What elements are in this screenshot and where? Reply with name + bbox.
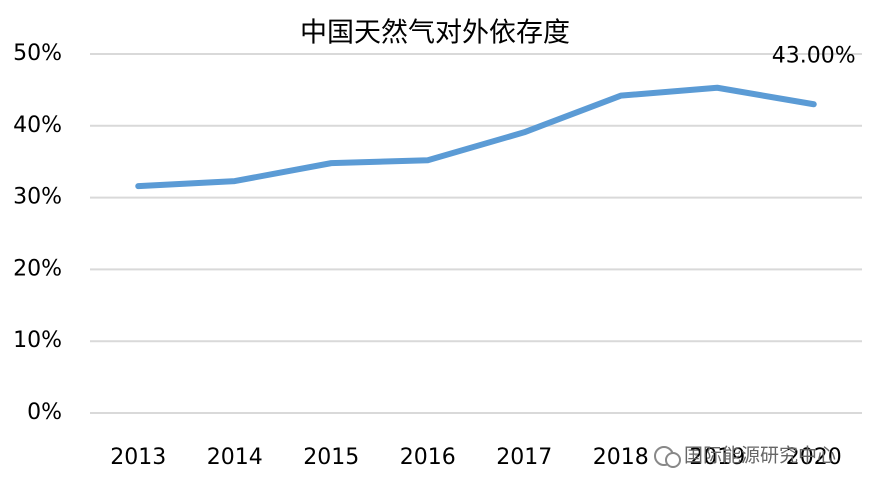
x-tick-label: 2013 (110, 445, 166, 470)
y-tick-label: 30% (13, 185, 62, 210)
chart-title: 中国天然气对外依存度 (300, 18, 570, 49)
y-tick-label: 10% (13, 328, 62, 353)
x-tick-label: 2019 (689, 445, 745, 470)
x-tick-label: 2014 (207, 445, 263, 470)
watermark: 国际能源研究中心 (684, 445, 836, 467)
x-tick-label: 2018 (593, 445, 649, 470)
y-tick-label: 50% (13, 41, 62, 66)
x-tick-label: 2017 (496, 445, 552, 470)
x-tick-label: 2016 (400, 445, 456, 470)
data-label: 43.00% (772, 43, 856, 68)
x-tick-label: 2020 (786, 445, 842, 470)
y-tick-label: 40% (13, 113, 62, 138)
y-tick-label: 20% (13, 256, 62, 281)
x-tick-label: 2015 (303, 445, 359, 470)
line (135, 84, 817, 190)
watermark-icon (654, 446, 681, 468)
y-tick-label: 0% (27, 400, 62, 425)
